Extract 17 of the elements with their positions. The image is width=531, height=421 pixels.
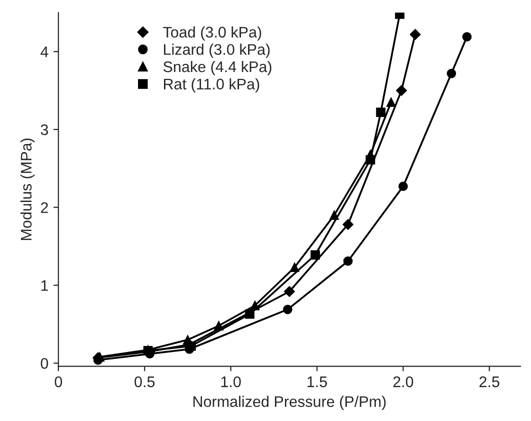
y-tick-label: 3	[40, 124, 48, 136]
y-tick-label: 2	[40, 202, 48, 213]
y-tick-label: 4	[40, 46, 48, 58]
legend-label: Lizard (3.0 kPa)	[164, 44, 270, 58]
x-tick-label: 0.5	[134, 376, 155, 388]
x-tick-label: 1.5	[308, 376, 327, 388]
x-tick-label: 0	[54, 376, 62, 388]
x-tick-label: 2.0	[393, 376, 414, 388]
legend-label: Toad (3.0 kPa)	[163, 26, 262, 41]
y-tick-label: 1	[41, 280, 48, 291]
x-axis-title: Normalized Pressure (P/Pm)	[193, 396, 386, 410]
x-tick-label: 1.0	[221, 376, 241, 388]
y-axis-title: Modulus (MPa)	[20, 138, 35, 240]
x-tick-label: 2.5	[480, 376, 500, 388]
legend-label: Rat (11.0 kPa)	[164, 78, 260, 93]
legend-label: Snake (4.4 kPa)	[163, 60, 272, 76]
y-tick-label: 0	[40, 358, 48, 369]
